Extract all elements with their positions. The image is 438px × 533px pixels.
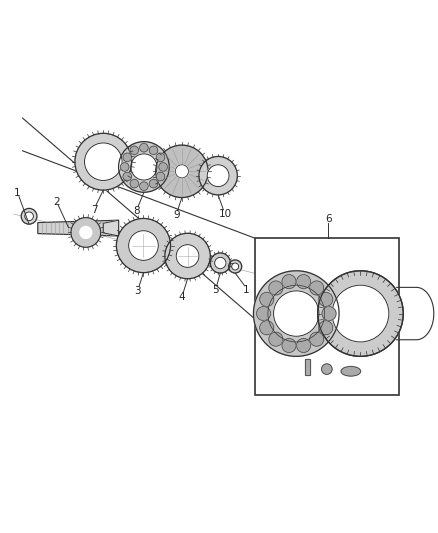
Circle shape — [229, 260, 242, 273]
Polygon shape — [38, 220, 119, 236]
Circle shape — [75, 133, 132, 190]
Circle shape — [318, 271, 403, 357]
Circle shape — [321, 364, 332, 374]
Text: 2: 2 — [53, 197, 60, 207]
Polygon shape — [103, 220, 119, 236]
Text: 8: 8 — [133, 206, 140, 216]
Circle shape — [282, 274, 296, 289]
Circle shape — [269, 281, 283, 295]
Polygon shape — [255, 238, 399, 395]
Circle shape — [149, 146, 158, 155]
Circle shape — [210, 253, 230, 273]
Circle shape — [149, 179, 158, 188]
Circle shape — [297, 338, 311, 352]
Text: 3: 3 — [134, 286, 141, 295]
Circle shape — [123, 153, 131, 161]
Circle shape — [156, 172, 165, 181]
Circle shape — [274, 291, 319, 336]
Circle shape — [207, 165, 229, 187]
Text: 9: 9 — [173, 210, 180, 220]
Circle shape — [71, 217, 101, 247]
Ellipse shape — [341, 367, 360, 376]
Circle shape — [130, 146, 138, 155]
Bar — [304, 359, 310, 375]
Circle shape — [140, 182, 148, 190]
Circle shape — [215, 257, 226, 269]
Circle shape — [257, 306, 271, 320]
Bar — [304, 359, 310, 375]
Circle shape — [159, 163, 167, 171]
Circle shape — [269, 332, 283, 346]
Circle shape — [175, 165, 188, 178]
Circle shape — [155, 145, 208, 198]
Circle shape — [322, 306, 336, 320]
Circle shape — [120, 163, 129, 171]
Circle shape — [319, 321, 333, 335]
Circle shape — [176, 245, 199, 268]
Circle shape — [123, 172, 131, 181]
Circle shape — [119, 142, 169, 192]
Circle shape — [260, 321, 274, 335]
Circle shape — [140, 143, 148, 152]
Text: 1: 1 — [14, 188, 21, 198]
Text: 1: 1 — [243, 285, 249, 295]
Text: 4: 4 — [179, 292, 185, 302]
Circle shape — [260, 292, 274, 306]
Circle shape — [310, 332, 324, 346]
Circle shape — [319, 292, 333, 306]
Circle shape — [129, 231, 158, 261]
Circle shape — [282, 338, 296, 352]
Circle shape — [131, 154, 157, 180]
Text: 10: 10 — [219, 209, 232, 219]
Circle shape — [254, 271, 339, 357]
Circle shape — [21, 208, 37, 224]
Circle shape — [199, 157, 237, 195]
Circle shape — [85, 143, 122, 181]
Text: 6: 6 — [325, 214, 332, 224]
Circle shape — [130, 179, 138, 188]
Circle shape — [25, 212, 33, 221]
Circle shape — [80, 227, 92, 238]
Circle shape — [332, 285, 389, 342]
Circle shape — [297, 274, 311, 289]
Text: 7: 7 — [91, 205, 97, 215]
Circle shape — [117, 219, 170, 272]
Circle shape — [165, 233, 210, 279]
Circle shape — [232, 263, 239, 270]
Text: 5: 5 — [212, 285, 219, 295]
Circle shape — [310, 281, 324, 295]
Circle shape — [156, 153, 165, 161]
